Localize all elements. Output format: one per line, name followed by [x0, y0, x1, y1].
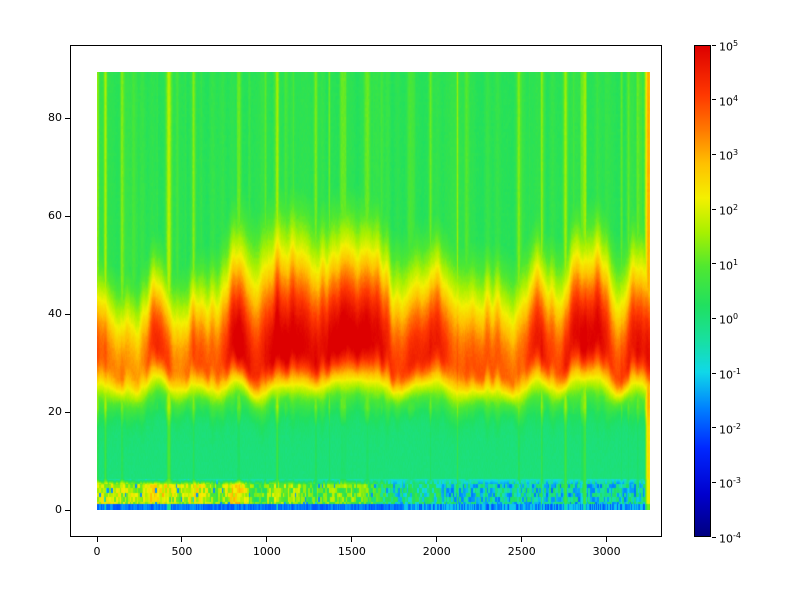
colorbar-exponent: -3: [733, 476, 741, 486]
colorbar-tick-label: 100: [719, 310, 738, 328]
colorbar-tick: [712, 481, 716, 483]
colorbar-tick-label: 101: [719, 256, 738, 274]
y-tick: [65, 313, 70, 315]
colorbar-exponent: 5: [733, 39, 739, 48]
colorbar-exponent: 3: [733, 148, 739, 158]
colorbar-tick: [712, 208, 716, 210]
colorbar-base: 10: [719, 204, 733, 218]
colorbar-exponent: -1: [733, 367, 741, 376]
x-tick: [436, 537, 438, 542]
colorbar-exponent: -4: [733, 531, 741, 540]
colorbar: [694, 45, 711, 537]
plot-axes: [70, 45, 662, 537]
heatmap-canvas: [97, 72, 650, 510]
x-tick-label: 1500: [337, 545, 366, 558]
y-tick-label: 40: [48, 307, 62, 321]
colorbar-tick-label: 105: [719, 37, 738, 55]
y-tick-label: 20: [48, 405, 62, 419]
x-tick-label: 3000: [592, 545, 621, 558]
x-tick-label: 500: [171, 545, 193, 558]
colorbar-tick: [712, 44, 716, 46]
x-tick-label: 0: [93, 545, 101, 558]
colorbar-tick-label: 10-4: [719, 529, 741, 547]
colorbar-base: 10: [719, 477, 733, 491]
colorbar-tick: [712, 99, 716, 101]
colorbar-exponent: 2: [733, 203, 739, 212]
colorbar-tick: [712, 427, 716, 429]
colorbar-tick-label: 102: [719, 201, 738, 219]
colorbar-base: 10: [719, 423, 733, 437]
colorbar-tick: [712, 317, 716, 319]
colorbar-base: 10: [719, 40, 733, 54]
y-tick-label: 80: [48, 111, 62, 125]
colorbar-exponent: 1: [733, 257, 739, 267]
y-tick: [65, 509, 70, 511]
colorbar-base: 10: [719, 259, 733, 273]
colorbar-tick-label: 10-3: [719, 474, 741, 492]
colorbar-base: 10: [719, 368, 733, 382]
y-tick-label: 60: [48, 209, 62, 223]
x-tick-label: 1000: [252, 545, 281, 558]
x-tick: [351, 537, 353, 542]
x-tick: [266, 537, 268, 542]
y-tick-label: 0: [55, 503, 62, 516]
y-tick: [65, 215, 70, 217]
colorbar-base: 10: [719, 532, 733, 546]
colorbar-exponent: 0: [733, 312, 739, 322]
y-tick: [65, 411, 70, 413]
x-tick: [606, 537, 608, 542]
colorbar-exponent: -2: [733, 421, 741, 431]
colorbar-tick: [712, 153, 716, 155]
x-tick: [181, 537, 183, 542]
colorbar-base: 10: [719, 313, 733, 327]
colorbar-tick: [712, 372, 716, 374]
colorbar-gradient: [695, 46, 710, 536]
x-tick-label: 2500: [507, 545, 536, 558]
colorbar-tick-label: 10-2: [719, 420, 741, 438]
colorbar-tick-label: 10-1: [719, 365, 741, 383]
x-tick: [521, 537, 523, 542]
colorbar-base: 10: [719, 95, 733, 109]
colorbar-tick: [712, 536, 716, 538]
x-tick: [96, 537, 98, 542]
colorbar-tick-label: 104: [719, 92, 738, 110]
colorbar-tick: [712, 263, 716, 265]
y-tick: [65, 117, 70, 119]
colorbar-base: 10: [719, 149, 733, 163]
x-tick-label: 2000: [422, 545, 451, 558]
colorbar-exponent: 4: [733, 93, 739, 103]
colorbar-tick-label: 103: [719, 146, 738, 164]
